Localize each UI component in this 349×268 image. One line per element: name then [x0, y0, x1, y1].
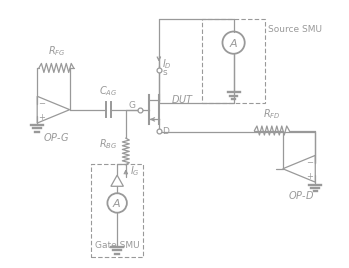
Text: $R_{BG}$: $R_{BG}$ — [99, 137, 118, 151]
Text: $C_{AG}$: $C_{AG}$ — [99, 84, 118, 98]
Text: $\mathit{OP\text{-}G}$: $\mathit{OP\text{-}G}$ — [43, 132, 69, 143]
Text: $-$: $-$ — [38, 98, 46, 106]
Text: $-$: $-$ — [306, 157, 314, 166]
Bar — [91, 163, 143, 257]
Text: $R_{FG}$: $R_{FG}$ — [47, 44, 65, 58]
Text: $+$: $+$ — [306, 172, 314, 181]
Text: Gate SMU: Gate SMU — [95, 241, 140, 250]
Text: $\mathit{DUT}$: $\mathit{DUT}$ — [171, 93, 194, 105]
Text: $+$: $+$ — [38, 112, 46, 122]
Text: Source SMU: Source SMU — [268, 25, 322, 34]
Text: $\mathrm{s}$: $\mathrm{s}$ — [162, 68, 169, 77]
Text: $\mathrm{G}$: $\mathrm{G}$ — [128, 99, 136, 110]
Text: $\mathrm{D}$: $\mathrm{D}$ — [162, 125, 171, 136]
Text: $\mathit{A}$: $\mathit{A}$ — [229, 37, 238, 49]
Text: $R_{FD}$: $R_{FD}$ — [263, 107, 281, 121]
Bar — [202, 19, 265, 103]
Text: $I_D$: $I_D$ — [162, 58, 172, 71]
Text: $\mathit{OP\text{-}D}$: $\mathit{OP\text{-}D}$ — [288, 189, 314, 201]
Text: $I_G$: $I_G$ — [130, 165, 140, 178]
Text: $\mathit{A}$: $\mathit{A}$ — [112, 197, 122, 209]
